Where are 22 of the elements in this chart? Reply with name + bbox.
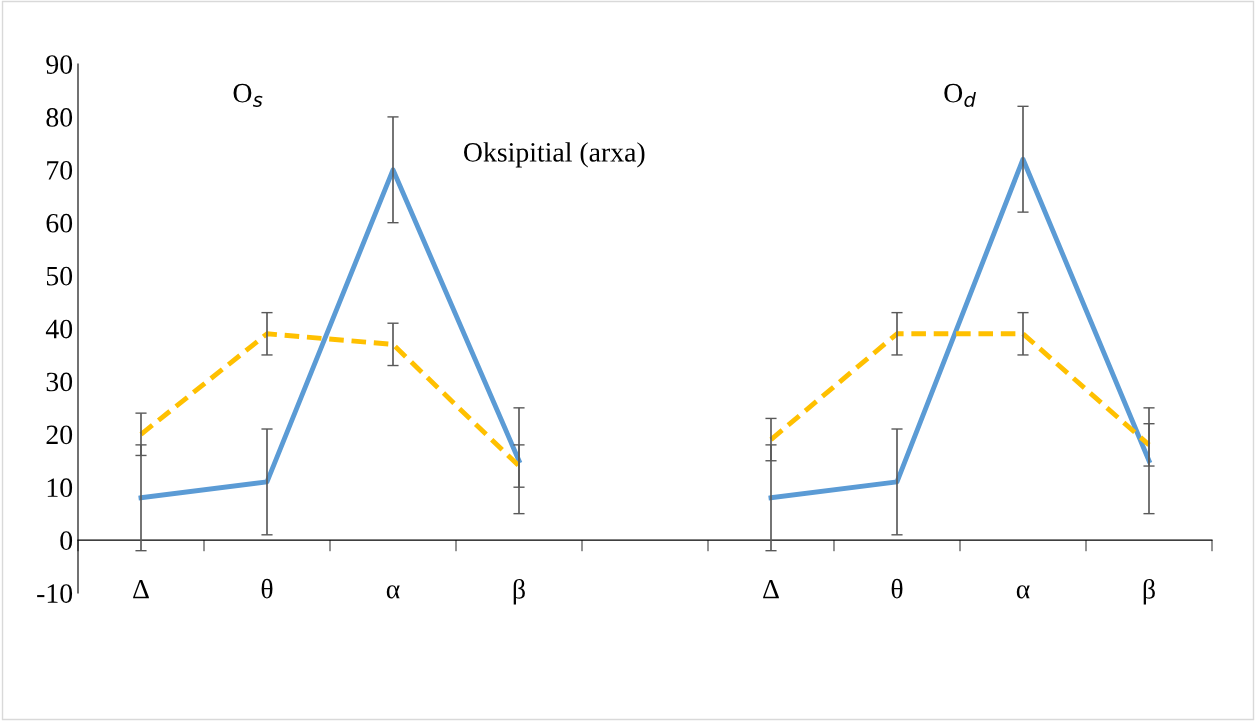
y-tick-label: 50 (46, 266, 73, 286)
y-tick-label: 30 (46, 372, 73, 392)
y-tick-label: 90 (46, 55, 73, 74)
annotation: O$_{s}$ (233, 83, 263, 108)
y-tick-label: 10 (47, 478, 73, 498)
x-tick-label: α (1016, 585, 1030, 599)
y-tick-label: 60 (46, 213, 73, 233)
x-tick-label: θ (891, 578, 903, 599)
x-tick-label: α (386, 585, 400, 599)
y-tick-label: 40 (45, 319, 73, 339)
text: Oksipitial (arxa) (464, 142, 645, 168)
annotation: O$_{d}$ (944, 83, 976, 108)
x-tick-label: θ (261, 578, 273, 599)
x-tick-label: β (513, 578, 525, 605)
y-tick-label: 80 (46, 108, 73, 127)
x-tick-label: Δ (133, 579, 149, 599)
y-tick-label: 70 (47, 160, 73, 180)
y-tick-label: 20 (46, 425, 73, 445)
x-tick-label: Δ (763, 579, 779, 599)
y-tick-label: 0 (60, 531, 73, 551)
y-tick-label: -10 (37, 584, 73, 603)
x-tick-label: β (1143, 578, 1155, 605)
